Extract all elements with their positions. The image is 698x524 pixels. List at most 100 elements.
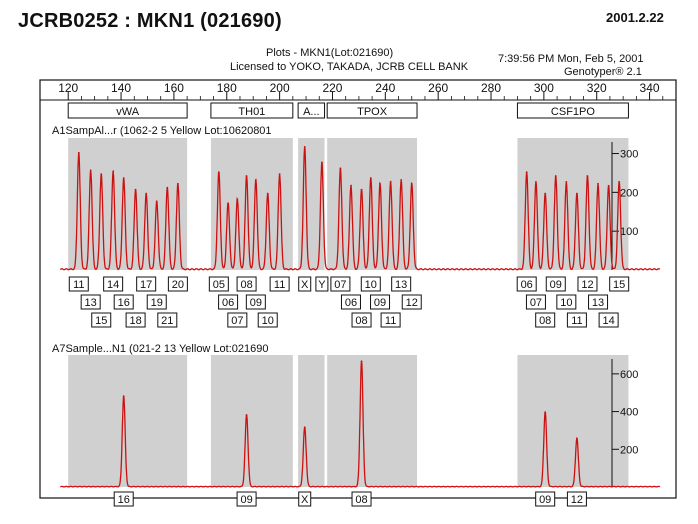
peak-point <box>254 179 257 181</box>
peak-point <box>176 182 179 185</box>
peak-point <box>369 177 372 179</box>
locus-label: A... <box>303 106 320 118</box>
y-tick-label: 100 <box>620 226 638 238</box>
allele-label: 14 <box>107 279 119 291</box>
x-tick-label: 120 <box>58 81 78 95</box>
peak-point <box>303 426 306 429</box>
allele-label: 09 <box>374 297 386 309</box>
peak-point <box>89 169 92 172</box>
allele-label: 16 <box>118 297 130 309</box>
allele-box <box>516 276 537 292</box>
allele-label: 10 <box>365 279 377 291</box>
allele-box <box>598 312 619 328</box>
allele-box <box>167 276 188 292</box>
time-line: 7:39:56 PM Mon, Feb 5, 2001 <box>498 53 644 65</box>
x-axis-ticks: 120 140 160 180 200 220 240 260 280 300 320 340 <box>58 81 664 100</box>
allele-label: 21 <box>161 315 173 327</box>
peak-point <box>607 184 610 187</box>
allele-label: 20 <box>172 279 184 291</box>
x-tick-label: 200 <box>270 81 290 95</box>
allele-box <box>236 276 257 292</box>
allele-label: 11 <box>73 279 84 291</box>
bin-band <box>68 355 188 487</box>
bin-band <box>327 355 418 487</box>
allele-label: 11 <box>571 315 582 327</box>
peak-point <box>597 182 599 185</box>
peak-point <box>303 146 306 148</box>
allele-box <box>566 312 587 328</box>
allele-label: X <box>301 279 309 291</box>
locus-label: vWA <box>116 106 139 118</box>
peak-point <box>565 180 568 183</box>
allele-label: 11 <box>274 279 285 291</box>
allele-box <box>257 312 278 328</box>
peak-point <box>576 192 578 195</box>
locus-box <box>210 102 294 119</box>
allele-label: 08 <box>355 494 367 506</box>
allele-label: 17 <box>140 279 152 291</box>
allele-box <box>391 276 412 292</box>
peak-point <box>618 180 621 183</box>
locus-box <box>326 102 418 119</box>
y-tick-label: 400 <box>620 407 638 419</box>
allele-label: 09 <box>240 494 252 506</box>
license-line: Licensed to YOKO, TAKADA, JCRB CELL BANK <box>230 61 469 73</box>
sample-panel: A7Sample...N1 (021-2 13 Yellow Lot:02169… <box>52 343 661 507</box>
allele-label: 15 <box>613 279 625 291</box>
peak-point <box>360 360 363 363</box>
peak-point <box>350 184 352 187</box>
allele-box <box>609 276 630 292</box>
allele-box <box>208 276 229 292</box>
allele-label: 05 <box>213 279 225 291</box>
bin-band <box>517 355 629 487</box>
allele-label: 06 <box>345 297 357 309</box>
allele-label: 12 <box>571 494 583 506</box>
allele-box <box>113 294 134 310</box>
allele-box <box>157 312 178 328</box>
peak-point <box>339 167 342 170</box>
peak-point <box>525 171 528 174</box>
x-tick-label: 160 <box>164 81 184 95</box>
allele-box <box>269 276 290 292</box>
allele-box <box>588 294 609 310</box>
allele-label: 09 <box>539 494 551 506</box>
y-tick-label: 300 <box>620 149 638 161</box>
allele-box <box>330 276 351 292</box>
allele-box <box>80 294 101 310</box>
allele-label: 11 <box>385 315 396 327</box>
allele-box <box>315 276 329 292</box>
x-tick-label: 240 <box>375 81 395 95</box>
allele-box <box>125 312 146 328</box>
allele-box <box>351 491 372 507</box>
bin-band <box>210 355 293 487</box>
peak-point <box>236 198 239 201</box>
x-tick-label: 220 <box>322 81 342 95</box>
peak-point <box>586 175 589 177</box>
allele-box <box>577 276 598 292</box>
allele-box <box>535 491 556 507</box>
allele-label: 12 <box>406 297 418 309</box>
allele-label: 13 <box>395 279 407 291</box>
peak-point <box>410 182 413 185</box>
allele-label: 09 <box>550 279 562 291</box>
peak-point <box>245 414 248 416</box>
allele-label: 09 <box>250 297 262 309</box>
bin-band <box>210 138 293 270</box>
allele-label: 07 <box>231 315 243 327</box>
allele-label: 07 <box>334 279 346 291</box>
locus-label: CSF1PO <box>551 106 595 118</box>
allele-label: 19 <box>151 297 163 309</box>
peak-point <box>389 180 392 183</box>
allele-box <box>103 276 124 292</box>
allele-box <box>298 491 312 507</box>
allele-label: 18 <box>129 315 141 327</box>
x-tick-label: 300 <box>534 81 554 95</box>
allele-box <box>236 491 257 507</box>
peak-point <box>122 177 125 179</box>
page-title: JCRB0252 : MKN1 (021690) <box>18 10 282 32</box>
allele-label: 06 <box>222 297 234 309</box>
locus-label: TPOX <box>357 106 388 118</box>
software-line: Genotyper® 2.1 <box>564 66 642 78</box>
trace-line <box>60 361 661 488</box>
